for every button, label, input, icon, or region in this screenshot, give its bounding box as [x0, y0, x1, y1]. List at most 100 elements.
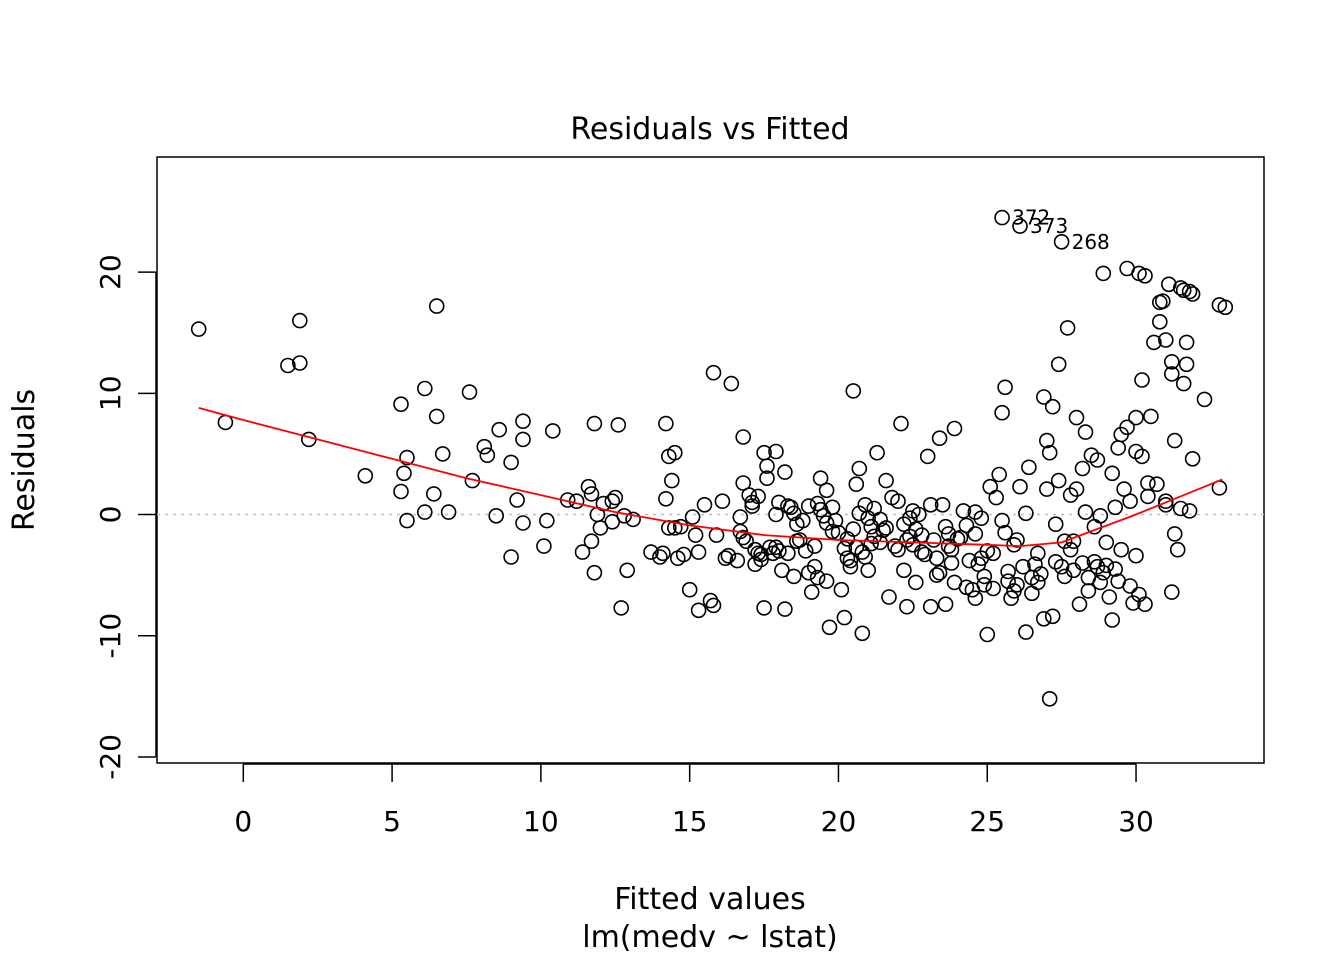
data-point	[583, 533, 600, 550]
data-point	[574, 544, 591, 560]
data-point	[958, 579, 975, 596]
data-point	[217, 414, 234, 431]
data-point	[994, 512, 1010, 529]
data-point	[1089, 558, 1106, 575]
data-point	[1095, 265, 1112, 282]
data-point	[580, 478, 597, 495]
data-point	[946, 420, 963, 437]
data-point	[488, 507, 505, 524]
data-point	[1098, 534, 1115, 551]
data-point	[690, 602, 707, 619]
data-point	[922, 598, 939, 615]
data-point	[1033, 566, 1049, 582]
data-point	[503, 549, 519, 565]
data-point	[1047, 553, 1064, 570]
data-point	[1068, 481, 1085, 497]
data-point	[934, 496, 951, 513]
data-point	[291, 355, 308, 371]
data-point	[509, 492, 525, 508]
data-point	[839, 550, 856, 567]
data-point	[881, 589, 897, 605]
data-point	[854, 625, 871, 642]
y-tick-label: 20	[94, 254, 127, 290]
data-point	[672, 518, 689, 535]
data-point	[1012, 478, 1028, 495]
data-point	[503, 454, 519, 471]
data-point	[655, 545, 671, 562]
data-point	[1181, 503, 1198, 519]
data-point	[723, 375, 740, 392]
data-point	[940, 538, 957, 554]
data-point	[928, 567, 945, 583]
data-point	[1178, 356, 1195, 373]
x-tick-label: 20	[821, 805, 857, 838]
data-point	[1158, 332, 1174, 348]
data-point	[1119, 419, 1135, 436]
data-point	[1036, 610, 1052, 627]
data-point	[836, 540, 853, 557]
data-point	[1122, 493, 1138, 510]
data-point	[973, 510, 990, 527]
data-point	[824, 523, 841, 540]
x-tick-label: 15	[672, 805, 708, 838]
chart-title: Residuals vs Fitted	[570, 112, 849, 147]
data-point	[916, 546, 933, 563]
point-label: 373	[1030, 214, 1068, 238]
data-point	[806, 558, 823, 575]
data-point	[1050, 356, 1067, 373]
data-point	[416, 504, 433, 520]
data-point	[1137, 596, 1153, 613]
data-point	[750, 488, 766, 505]
data-point	[604, 493, 621, 510]
data-point	[818, 482, 835, 499]
data-point	[940, 526, 957, 542]
data-point	[896, 562, 912, 579]
data-point	[1107, 561, 1123, 577]
data-point	[768, 539, 784, 556]
data-point	[705, 597, 722, 614]
data-point	[538, 512, 555, 529]
data-point	[1018, 505, 1034, 522]
data-point	[732, 509, 749, 525]
data-point	[720, 547, 737, 564]
data-point	[1169, 541, 1186, 558]
data-point	[1172, 280, 1189, 296]
data-point	[866, 528, 883, 545]
data-point	[428, 298, 445, 314]
data-point	[931, 564, 948, 581]
data-point	[848, 476, 865, 493]
data-point	[684, 509, 701, 525]
data-point	[851, 460, 868, 477]
x-tick-label: 30	[1118, 805, 1154, 838]
data-point	[1161, 276, 1177, 293]
data-point	[1098, 557, 1115, 574]
data-point	[842, 558, 859, 575]
data-point	[652, 549, 668, 565]
data-point	[610, 417, 627, 433]
data-point	[515, 431, 531, 448]
data-point	[1140, 488, 1156, 505]
data-point	[1009, 532, 1025, 548]
data-point	[1104, 465, 1120, 482]
data-point	[399, 449, 415, 466]
data-point	[729, 552, 746, 569]
data-point	[827, 512, 844, 529]
data-point	[1044, 608, 1061, 625]
data-point	[1104, 612, 1120, 628]
data-point	[857, 549, 874, 565]
data-point	[899, 532, 915, 548]
data-point	[396, 465, 412, 482]
data-point	[1125, 595, 1141, 611]
data-point	[890, 493, 906, 510]
data-point	[943, 541, 960, 558]
data-point	[1134, 372, 1150, 388]
data-point	[434, 446, 451, 462]
x-axis-subtitle: lm(medv ~ lstat)	[582, 920, 838, 955]
data-point	[1181, 283, 1198, 300]
data-point	[735, 475, 752, 491]
data-point	[1217, 299, 1234, 316]
data-point	[1015, 558, 1031, 575]
data-point	[1143, 408, 1159, 425]
data-point	[797, 543, 814, 559]
data-point	[794, 512, 811, 529]
